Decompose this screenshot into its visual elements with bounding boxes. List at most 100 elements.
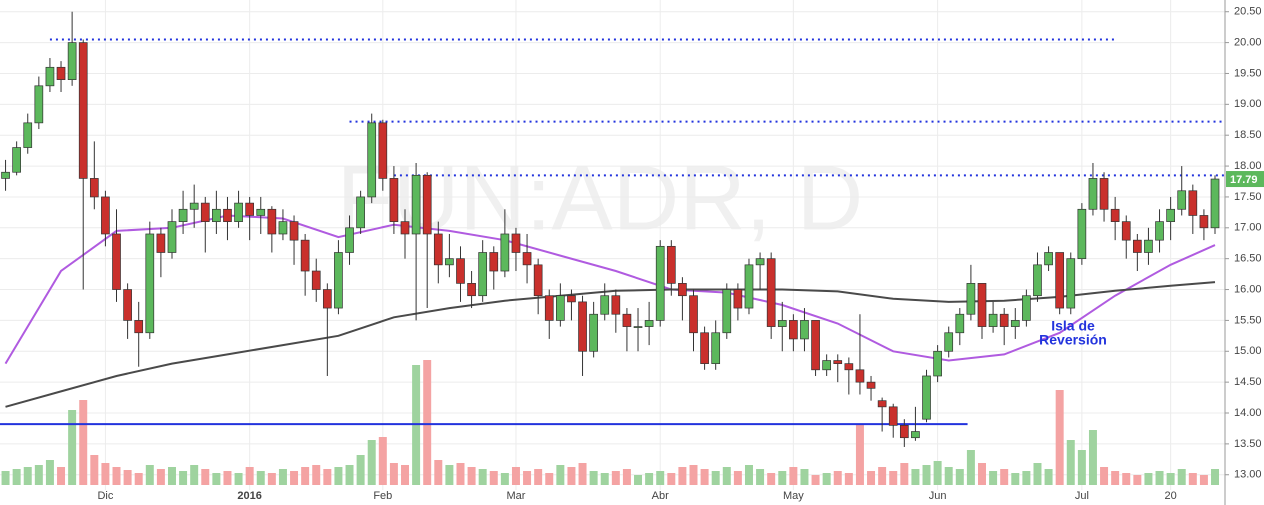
candle-body [256,208,266,216]
candle-body [733,289,743,309]
y-tick-label: 14.00 [1234,407,1262,419]
y-tick-label: 16.00 [1234,283,1262,295]
volume-bar [1166,473,1175,485]
candle-body [167,221,177,253]
volume-bar [434,460,443,485]
candle-body [888,406,898,426]
volume-bar [123,470,132,485]
candle-body [589,313,598,352]
y-tick-label: 13.50 [1234,438,1262,450]
volume-bar [1077,450,1086,485]
candle-body [855,369,865,383]
volume-bar [1111,471,1120,485]
volume-bar [966,450,975,485]
candle-body [78,42,88,179]
y-tick-label: 16.50 [1234,253,1262,265]
volume-bar [889,471,898,485]
volume-bar [556,465,565,485]
candle-body [422,174,432,235]
volume-bar [256,471,265,485]
candle-body [611,295,621,315]
candle-body [666,245,676,284]
candle-body [189,202,199,210]
volume-bar [656,471,665,485]
y-tick-label: 15.00 [1234,345,1262,357]
candle-body [511,233,521,253]
candle-body [245,202,255,216]
volume-bar [301,467,310,485]
volume-bar [23,467,32,485]
volume-bar [711,471,720,485]
candle-body [578,301,587,352]
candle-body [722,289,732,334]
volume-bar [1033,463,1042,485]
volume-bar [345,465,354,485]
candle-body [1121,221,1131,241]
volume-bar [500,473,509,485]
volume-bar [1044,469,1053,485]
y-tick-label: 18.50 [1234,129,1262,141]
volume-bar [567,467,576,485]
candle-body [400,221,410,235]
volume-bar [600,473,609,485]
candle-body [1166,208,1175,222]
volume-bar [622,469,631,485]
candle-body [522,252,532,266]
candle-body [1022,295,1031,321]
candle-body [378,122,388,179]
candle-body [544,295,554,321]
candle-body [556,295,565,321]
candle-body [500,233,510,272]
volume-bar [578,463,587,485]
volume-bar [1122,473,1131,485]
candle-body [700,332,709,364]
candle-body [966,283,976,315]
candle-body [899,425,909,439]
candle-body [433,233,443,266]
volume-bar [844,473,853,485]
candle-body [67,42,77,80]
volume-bar [234,473,243,485]
candle-body [1188,190,1198,216]
volume-bar [290,471,299,485]
volume-bar [456,463,465,485]
candle-body [1055,252,1065,309]
candle-body [1066,258,1076,309]
volume-bar [323,469,332,485]
y-tick-label: 17.00 [1234,222,1262,234]
volume-bar [645,473,654,485]
candle-body [411,174,421,235]
volume-bar [744,465,753,485]
volume-bar [201,469,210,485]
candle-body [988,313,998,327]
candle-body [944,332,954,352]
candle-body [1155,221,1164,241]
volume-bar [634,475,643,485]
candle-body [223,208,232,222]
volume-bar [833,471,842,485]
candle-body [212,208,221,222]
volume-bar [922,465,931,485]
volume-bar [112,467,121,485]
price-label-box [1226,171,1264,188]
volume-bar [1177,469,1186,485]
volume-bar [378,437,387,485]
candle-body [877,400,887,408]
volume-bar [1000,469,1009,485]
y-tick-label: 20.00 [1234,37,1262,49]
candle-body [600,295,610,315]
volume-bar [978,463,986,485]
candle-body [445,258,454,266]
volume-bar [68,410,77,485]
x-tick-label: Jun [929,490,947,502]
candle-body [334,252,343,309]
volume-bar [223,471,232,485]
candle-body [322,289,332,309]
volume-bar [689,465,698,485]
y-tick-label: 15.50 [1234,314,1262,326]
volume-bar [367,440,376,485]
volume-bar [389,463,398,485]
candle-body [744,264,754,309]
candle-body [655,245,665,321]
volume-bar [756,469,765,485]
